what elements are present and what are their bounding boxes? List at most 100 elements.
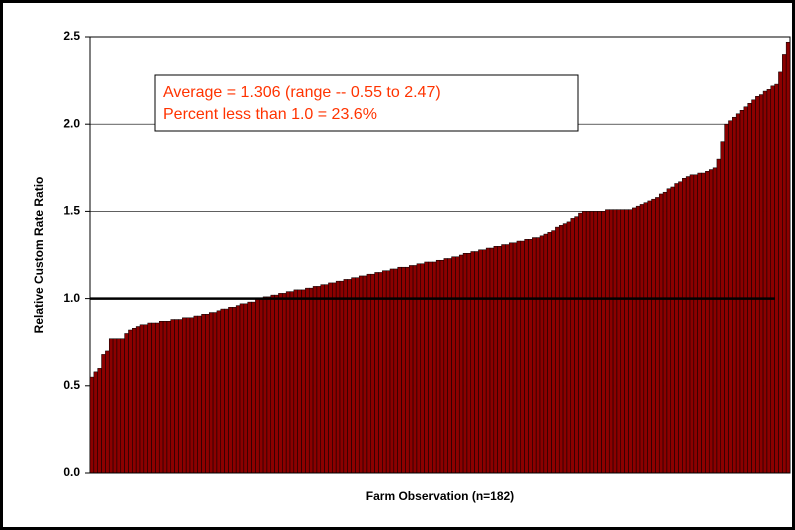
bar bbox=[412, 265, 418, 474]
bar bbox=[616, 209, 622, 474]
y-tick-label: 2.5 bbox=[63, 29, 80, 43]
y-tick-label: 1.0 bbox=[63, 291, 80, 305]
bar bbox=[243, 303, 248, 474]
y-axis-title: Relative Custom Rate Ratio bbox=[32, 177, 46, 334]
bar bbox=[120, 338, 125, 474]
bar bbox=[524, 239, 529, 474]
bar bbox=[128, 329, 133, 474]
bar bbox=[497, 246, 502, 474]
bar bbox=[762, 90, 768, 474]
y-tick-label: 1.5 bbox=[63, 204, 80, 218]
bar bbox=[358, 275, 364, 474]
bar bbox=[732, 116, 737, 474]
bar bbox=[293, 289, 298, 474]
bar bbox=[785, 41, 791, 474]
bar bbox=[589, 211, 595, 474]
bar bbox=[532, 237, 537, 474]
bar bbox=[624, 209, 629, 474]
bar bbox=[170, 319, 175, 474]
bar bbox=[255, 298, 260, 474]
bar bbox=[551, 230, 556, 474]
bar bbox=[116, 338, 122, 474]
bar bbox=[97, 368, 102, 474]
bar bbox=[382, 270, 387, 474]
bar bbox=[262, 296, 268, 474]
bar bbox=[593, 211, 598, 474]
bar bbox=[632, 207, 637, 474]
bar bbox=[635, 205, 641, 474]
bar bbox=[735, 113, 741, 474]
bar bbox=[447, 258, 452, 474]
bar bbox=[101, 354, 106, 474]
bar bbox=[582, 211, 587, 474]
bar bbox=[543, 233, 548, 474]
bar bbox=[178, 319, 183, 474]
annotation-box bbox=[154, 74, 579, 132]
bar bbox=[578, 212, 583, 474]
bar bbox=[274, 294, 279, 474]
bar bbox=[558, 225, 564, 474]
bar bbox=[751, 99, 756, 474]
bar bbox=[205, 314, 210, 474]
bar bbox=[720, 141, 725, 474]
bar bbox=[308, 287, 314, 474]
bar bbox=[712, 167, 718, 474]
bar bbox=[324, 284, 329, 474]
bar bbox=[355, 277, 360, 474]
bar bbox=[755, 96, 760, 474]
bar bbox=[228, 307, 233, 474]
bar bbox=[162, 321, 168, 474]
bar bbox=[151, 322, 156, 474]
bar bbox=[566, 221, 572, 474]
bar bbox=[489, 247, 495, 474]
bar bbox=[485, 247, 491, 474]
bar bbox=[201, 314, 206, 474]
bar bbox=[470, 251, 475, 474]
bar bbox=[443, 258, 448, 474]
bar bbox=[662, 191, 668, 474]
bar bbox=[112, 338, 118, 474]
bar bbox=[774, 83, 779, 474]
bar bbox=[435, 259, 441, 474]
bar bbox=[535, 237, 541, 474]
bar bbox=[658, 193, 664, 474]
bar bbox=[147, 322, 152, 474]
bar bbox=[462, 253, 468, 474]
bar bbox=[508, 242, 514, 474]
bar bbox=[378, 272, 383, 474]
bar bbox=[512, 242, 518, 474]
bar bbox=[347, 279, 352, 474]
bar bbox=[605, 209, 610, 474]
bar bbox=[501, 244, 506, 474]
bar bbox=[135, 326, 141, 474]
bar bbox=[370, 273, 375, 474]
bar bbox=[766, 89, 772, 474]
bar bbox=[193, 315, 198, 474]
bar bbox=[482, 249, 487, 474]
bar bbox=[312, 286, 318, 474]
bar bbox=[235, 305, 241, 474]
bar bbox=[432, 261, 437, 474]
bar bbox=[320, 284, 325, 474]
bar bbox=[416, 263, 422, 474]
bar bbox=[366, 273, 372, 474]
bar bbox=[362, 275, 368, 474]
bar bbox=[597, 211, 602, 474]
bar bbox=[251, 301, 256, 474]
bar bbox=[778, 71, 783, 474]
bar bbox=[474, 251, 479, 474]
bar bbox=[455, 256, 460, 474]
bar bbox=[197, 315, 202, 474]
bar bbox=[628, 209, 633, 474]
bar bbox=[770, 85, 775, 474]
bar bbox=[747, 103, 752, 474]
bar bbox=[139, 324, 145, 474]
bar bbox=[339, 280, 345, 474]
bar bbox=[328, 282, 333, 474]
bar bbox=[220, 308, 225, 474]
bar bbox=[158, 321, 164, 474]
bar bbox=[424, 261, 429, 474]
bar bbox=[408, 265, 414, 474]
bar bbox=[282, 293, 287, 474]
